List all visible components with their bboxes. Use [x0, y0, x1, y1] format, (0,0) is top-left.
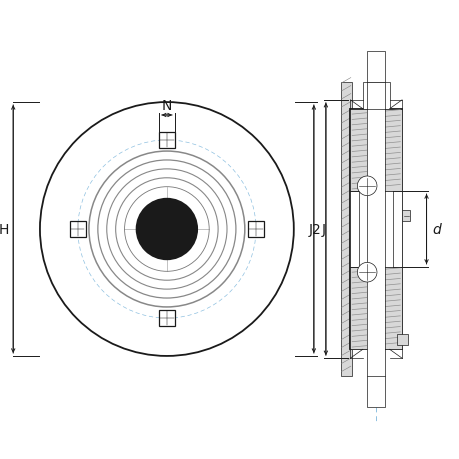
Bar [350, 110, 401, 349]
Circle shape [357, 177, 376, 196]
Bar [366, 109, 384, 350]
Bar [401, 211, 409, 222]
Bar [247, 222, 263, 237]
Text: d: d [431, 223, 440, 236]
Bar [340, 83, 351, 376]
Text: B1: B1 [366, 240, 385, 253]
Text: J: J [321, 223, 325, 236]
Text: J2: J2 [308, 223, 320, 236]
Circle shape [136, 199, 197, 260]
Bar [350, 267, 401, 349]
Bar [350, 110, 401, 192]
Bar [396, 334, 407, 345]
Bar [350, 192, 401, 267]
Bar [70, 222, 86, 237]
Text: N: N [162, 99, 172, 113]
Bar [158, 310, 174, 326]
Circle shape [357, 263, 376, 282]
Bar [366, 376, 384, 407]
Bar [366, 52, 384, 83]
Text: H: H [0, 223, 9, 236]
Bar [362, 83, 389, 110]
Bar [158, 133, 174, 149]
